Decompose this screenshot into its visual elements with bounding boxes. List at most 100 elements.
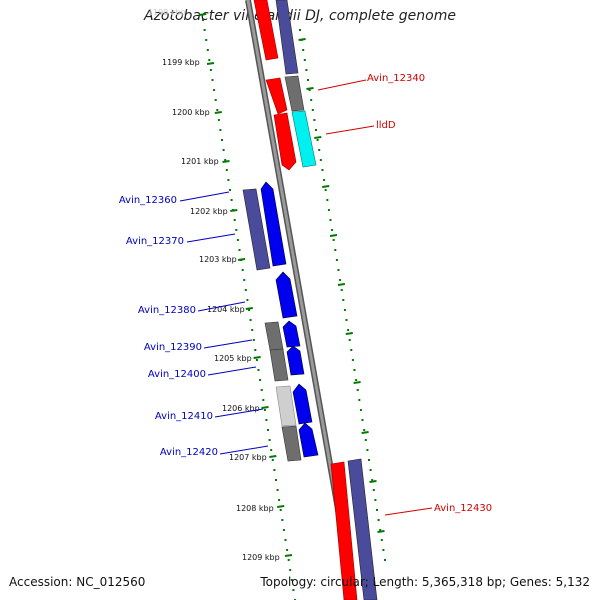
ruler-dot-outer [342,299,345,301]
ruler-major-tick-outer [369,480,377,483]
gene-label-avin-12390[interactable]: Avin_12390 [144,342,202,353]
ruler-dot-outer [324,189,327,191]
gene-label-avin-12380[interactable]: Avin_12380 [138,305,196,316]
ruler-dot-inner [254,349,257,351]
gene-blue-12370[interactable] [260,181,287,267]
ruler-label-1204: 1204 kbp [207,305,245,314]
gene-blue-12420[interactable] [298,422,319,458]
ruler-dot-inner [282,529,285,531]
ruler-major-tick-outer [314,136,322,139]
gene-red-top-3[interactable] [273,112,297,171]
ruler-dot-outer [368,459,370,461]
ruler-dot-outer [307,79,309,81]
ruler-dot-inner [227,179,230,181]
leader-line-avin-12410 [214,408,264,418]
summary-text: Topology: circular; Length: 5,365,318 bp… [260,575,590,589]
ruler-label-1206: 1206 kbp [222,404,260,413]
ruler-dot-outer [355,379,358,381]
ruler-dot-outer [376,509,378,511]
ruler-major-tick [245,307,253,310]
gene-label-avin-12420[interactable]: Avin_12420 [160,447,218,458]
ruler-dot-outer [345,319,348,321]
ruler-dot-inner [259,379,262,381]
ruler-major-tick [214,111,222,114]
ruler-dot-inner [225,169,228,171]
ruler-dot-inner [238,249,241,251]
ruler-major-tick [253,356,261,359]
ruler-label-1202: 1202 kbp [190,207,228,216]
gene-red-12430[interactable] [330,461,358,600]
ruler-major-tick-outer [353,381,361,384]
leader-line-avin-12400 [207,366,257,376]
ruler-major-tick-outer [329,234,338,237]
leader-line-avin-12370 [186,233,236,243]
gene-gray-12420[interactable] [281,425,302,462]
ruler-major-tick [269,455,277,458]
ruler-dot-outer [323,179,326,181]
ruler-dot-outer [353,369,356,371]
ruler-dot-outer [318,149,321,151]
ruler-label-1203: 1203 kbp [199,255,237,264]
gene-red-top-2[interactable] [265,77,288,115]
ruler-major-tick-outer [345,332,353,335]
ruler-dot-inner [202,19,204,21]
ruler-major-tick [199,13,207,16]
ruler-dot-outer [356,389,359,391]
ruler-dot-inner [260,389,263,391]
gene-gray-12400[interactable] [269,348,289,382]
gene-label-avin-12400[interactable]: Avin_12400 [148,369,206,380]
ruler-label-1208: 1208 kbp [236,504,274,513]
gene-label-avin-12360[interactable]: Avin_12360 [119,195,177,206]
gene-blue-12380[interactable] [275,271,298,319]
gene-cyan-lldd[interactable] [291,110,317,168]
ruler-dot-outer [371,479,374,481]
ruler-dot-outer [339,279,342,281]
gene-label-avin-12410[interactable]: Avin_12410 [155,411,213,422]
gene-red-top-1[interactable] [253,0,279,61]
ruler-dot-inner [208,59,211,61]
ruler-dot-outer [379,529,382,531]
gene-navy-12430[interactable] [347,458,378,600]
ruler-dot-outer [334,249,337,251]
gene-label-avin-12370[interactable]: Avin_12370 [126,236,184,247]
gene-gray-top[interactable] [284,75,305,112]
ruler-dot-inner [265,419,268,421]
gene-blue-12410[interactable] [292,383,313,425]
ruler-major-tick [284,554,293,557]
gene-label-avin-12430[interactable]: Avin_12430 [434,503,492,514]
gene-lightgray-12410[interactable] [275,385,297,427]
ruler-dot-outer [372,489,375,491]
gene-label-avin-12340[interactable]: Avin_12340 [367,73,425,84]
ruler-dot-outer [369,469,372,471]
ruler-dots [202,19,296,600]
ruler-dot-inner [286,549,289,551]
gene-blue-12390[interactable] [282,320,301,348]
gene-gray-12390[interactable] [264,321,284,351]
gene-label-lldd[interactable]: lldD [376,120,396,131]
ruler-dot-outer [363,429,366,431]
ruler-dot-outer [308,89,311,91]
ruler-dot-outer [302,49,305,51]
ruler-dot-inner [244,289,247,291]
ruler-dot-outer [364,439,367,441]
gene-navy-12360[interactable] [242,188,271,271]
ruler-dot-outer [319,159,322,161]
ruler-label-1199: 1199 kbp [162,58,200,67]
ruler-dot-outer [361,419,364,421]
ruler-dot-inner [273,469,276,471]
ruler-dot-inner [235,229,238,231]
ruler-dot-outer [347,329,350,331]
gene-navy-top-1[interactable] [275,0,299,75]
ruler-dot-inner [224,159,227,161]
ruler-dot-outer [374,499,377,501]
ruler-dot-inner [236,239,239,241]
ruler-dot-inner [275,479,277,481]
ruler-dot-inner [279,509,282,511]
ruler-dot-inner [214,99,217,101]
ruler-dot-inner [209,69,212,71]
ruler-dot-inner [249,319,252,321]
accession-text: Accession: NC_012560 [9,575,146,589]
gene-blue-12400[interactable] [286,345,305,376]
